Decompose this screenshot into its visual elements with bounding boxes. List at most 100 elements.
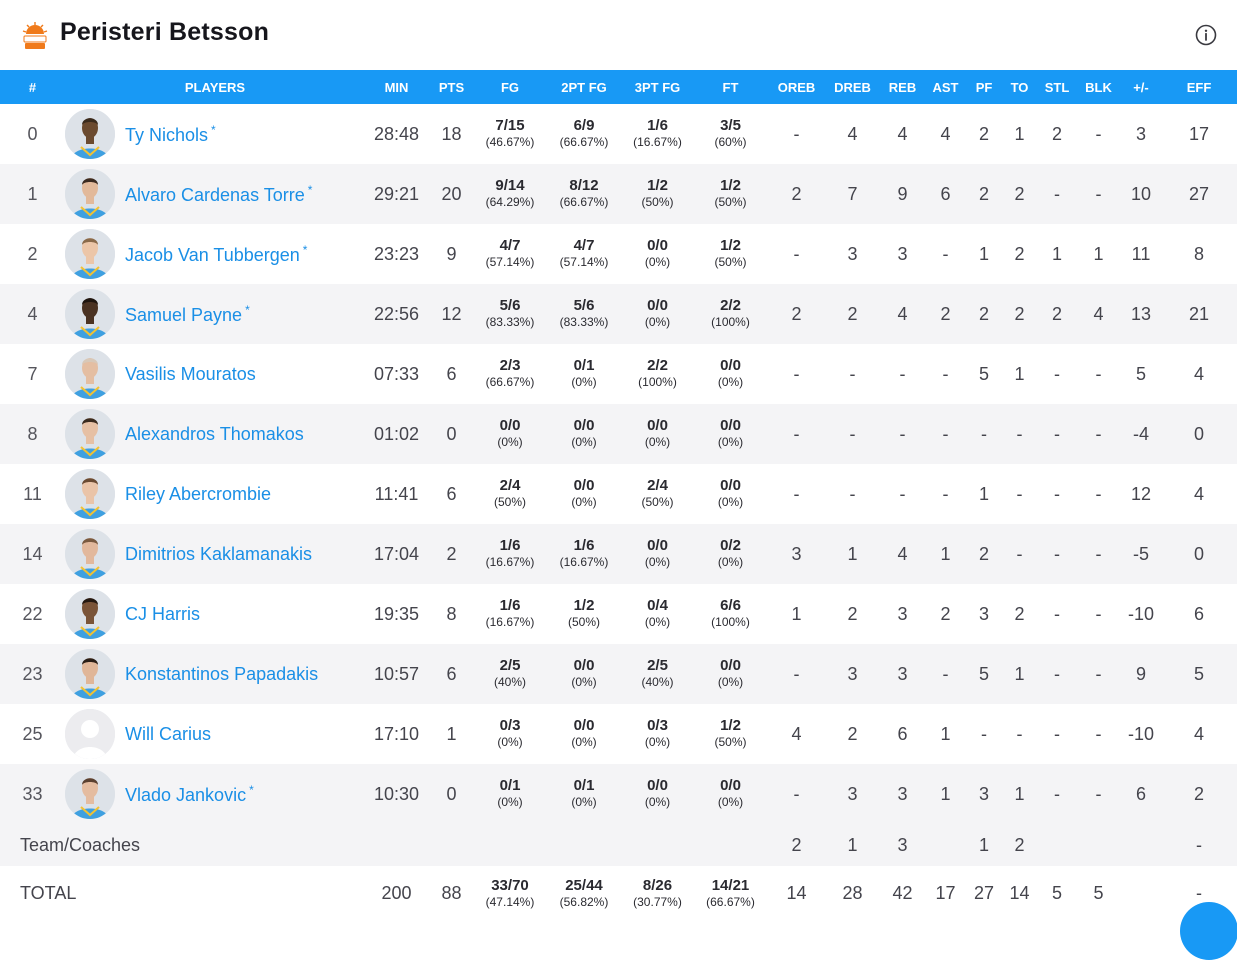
player-avatar[interactable] bbox=[65, 349, 115, 399]
player-name-link[interactable]: Alvaro Cardenas Torre * bbox=[125, 183, 312, 206]
stl: - bbox=[1054, 603, 1060, 624]
player-cell: Dimitrios Kaklamanakis bbox=[65, 524, 365, 584]
column-header-number[interactable]: # bbox=[28, 79, 37, 95]
fg3-percentage: (50%) bbox=[641, 495, 674, 509]
fg-made-attempted: 2/3 bbox=[499, 357, 521, 374]
column-header-fg3[interactable]: 3PT FG bbox=[634, 79, 681, 95]
player-avatar[interactable] bbox=[65, 649, 115, 699]
floating-action-button[interactable] bbox=[1180, 902, 1237, 960]
column-header-dreb[interactable]: DREB bbox=[834, 79, 871, 95]
fg2-percentage: (66.67%) bbox=[559, 135, 609, 149]
player-name-link[interactable]: Ty Nichols * bbox=[125, 123, 216, 146]
player-name-link[interactable]: Vlado Jankovic * bbox=[125, 783, 254, 806]
stl: - bbox=[1054, 543, 1060, 564]
player-info: Jacob Van Tubbergen * bbox=[65, 229, 365, 279]
fg2-made-attempted: 25/44 bbox=[565, 876, 603, 894]
column-header-pf[interactable]: PF bbox=[975, 79, 993, 95]
player-avatar[interactable] bbox=[65, 769, 115, 819]
fg-percentage: (16.67%) bbox=[485, 615, 535, 629]
eff: 4 bbox=[1193, 723, 1204, 744]
player-cell: CJ Harris bbox=[65, 584, 365, 644]
player-name-link[interactable]: Riley Abercrombie bbox=[125, 484, 271, 505]
ast: - bbox=[942, 363, 949, 384]
player-name-link[interactable]: Vasilis Mouratos bbox=[125, 364, 256, 385]
column-header-pts[interactable]: PTS bbox=[438, 79, 465, 95]
eff: 5 bbox=[1193, 663, 1204, 684]
player-name-link[interactable]: Alexandros Thomakos bbox=[125, 424, 304, 445]
player-name-link[interactable]: Dimitrios Kaklamanakis bbox=[125, 544, 312, 565]
reb: 3 bbox=[897, 243, 908, 264]
points: 18 bbox=[441, 123, 462, 144]
blk: - bbox=[1095, 363, 1102, 384]
fg2: 0/1 (0%) bbox=[545, 764, 623, 824]
dreb: 2 bbox=[847, 603, 858, 624]
column-header-fg2[interactable]: 2PT FG bbox=[561, 79, 607, 95]
oreb: 14 bbox=[786, 883, 807, 903]
player-info: Samuel Payne * bbox=[65, 289, 365, 339]
fg3: 0/3 (0%) bbox=[623, 704, 692, 764]
ast: 1 bbox=[940, 543, 951, 564]
info-icon[interactable] bbox=[1195, 24, 1217, 46]
player-name-link[interactable]: Jacob Van Tubbergen * bbox=[125, 243, 307, 266]
column-header-min[interactable]: MIN bbox=[384, 79, 409, 95]
player-avatar[interactable] bbox=[65, 469, 115, 519]
ft: 6/6 (100%) bbox=[692, 584, 769, 644]
fg-percentage: (83.33%) bbox=[485, 315, 535, 329]
player-name-link[interactable]: Will Carius bbox=[125, 724, 211, 745]
column-header-fg[interactable]: FG bbox=[500, 79, 520, 95]
player-avatar[interactable] bbox=[65, 529, 115, 579]
pf: - bbox=[981, 723, 987, 744]
plus-minus: -10 bbox=[1127, 723, 1154, 744]
column-header-players[interactable]: PLAYERS bbox=[184, 79, 246, 95]
eff: 4 bbox=[1193, 483, 1204, 504]
player-avatar[interactable] bbox=[65, 589, 115, 639]
player-avatar[interactable] bbox=[65, 289, 115, 339]
player-info: Ty Nichols * bbox=[65, 109, 365, 159]
fg-made-attempted: 9/14 bbox=[495, 177, 525, 194]
eff: 0 bbox=[1193, 423, 1204, 444]
fg3-made-attempted: 1/2 bbox=[647, 177, 668, 194]
reb: 9 bbox=[897, 183, 908, 204]
fg3-made-attempted: 0/3 bbox=[647, 717, 668, 734]
player-avatar[interactable] bbox=[65, 229, 115, 279]
player-cell: Samuel Payne * bbox=[65, 284, 365, 344]
fg2: 25/44 (56.82%) bbox=[545, 866, 623, 921]
table-row: 7 Vasilis Mouratos 07:33 6 2/3 (66.67%) 0/1 (0%… bbox=[0, 344, 1237, 404]
column-header-reb[interactable]: REB bbox=[888, 79, 917, 95]
player-name-link[interactable]: Samuel Payne * bbox=[125, 303, 250, 326]
column-header-eff[interactable]: EFF bbox=[1186, 79, 1212, 95]
fg3-percentage: (0%) bbox=[644, 735, 671, 749]
player-number: 2 bbox=[27, 243, 38, 264]
boxscore-table: # PLAYERS MIN PTS FG 2PT FG 3PT FG FT OREB DREB RE… bbox=[0, 70, 1237, 921]
ft: 0/0 (0%) bbox=[692, 764, 769, 824]
column-header-plus-minus[interactable]: +/- bbox=[1133, 79, 1149, 95]
ft-percentage: (0%) bbox=[717, 675, 744, 689]
player-number: 25 bbox=[22, 723, 43, 744]
player-avatar[interactable] bbox=[65, 169, 115, 219]
column-header-ft[interactable]: FT bbox=[722, 79, 739, 95]
column-header-ast[interactable]: AST bbox=[932, 79, 959, 95]
minutes: 17:10 bbox=[373, 723, 420, 744]
team-name: Peristeri Betsson bbox=[60, 18, 270, 46]
ft-made-attempted: 14/21 bbox=[711, 876, 750, 894]
eff: - bbox=[1196, 834, 1202, 855]
column-header-stl[interactable]: STL bbox=[1044, 79, 1070, 95]
ft: 0/0 (0%) bbox=[692, 344, 769, 404]
oreb: - bbox=[793, 663, 800, 684]
player-name-link[interactable]: CJ Harris bbox=[125, 604, 200, 625]
eff: 4 bbox=[1193, 363, 1204, 384]
fg3-made-attempted: 1/6 bbox=[647, 117, 668, 134]
player-avatar[interactable] bbox=[65, 409, 115, 459]
dreb: 28 bbox=[842, 883, 863, 903]
fg-percentage: (50%) bbox=[493, 495, 526, 509]
player-name: Will Carius bbox=[125, 723, 212, 744]
column-header-to[interactable]: TO bbox=[1010, 79, 1029, 95]
fg2: 5/6 (83.33%) bbox=[545, 284, 623, 344]
player-avatar[interactable] bbox=[65, 709, 115, 759]
ft-percentage: (0%) bbox=[717, 795, 744, 809]
column-header-blk[interactable]: BLK bbox=[1085, 79, 1112, 95]
column-header-oreb[interactable]: OREB bbox=[777, 79, 816, 95]
fg: 0/3 (0%) bbox=[475, 704, 545, 764]
player-avatar[interactable] bbox=[65, 109, 115, 159]
player-name-link[interactable]: Konstantinos Papadakis bbox=[125, 664, 318, 685]
